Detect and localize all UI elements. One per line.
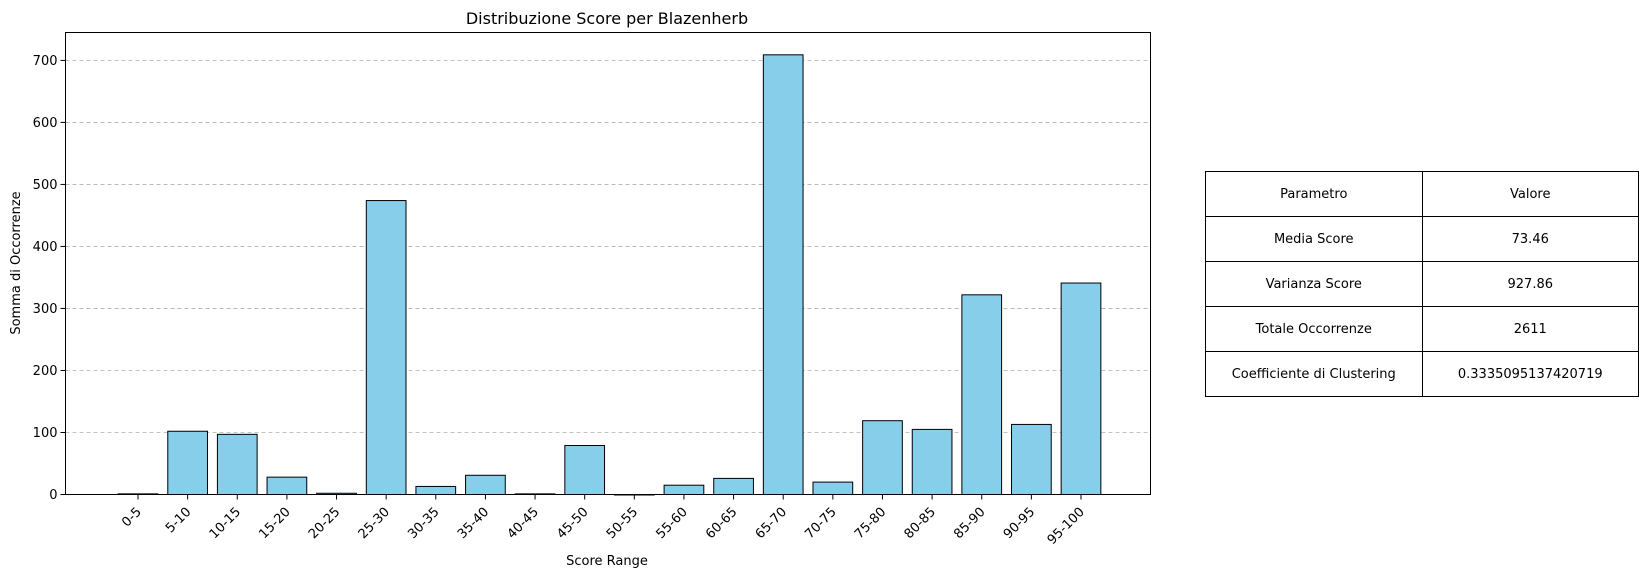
bar-35-40: [465, 474, 506, 496]
x-tick-label: 75-80: [852, 505, 889, 542]
x-axis-label: Score Range: [566, 554, 648, 569]
x-tick-label: 80-85: [902, 505, 939, 542]
bars-group: [117, 54, 1102, 496]
x-axis: 0-5 5-10 10-15 15-20 20-25 25-30 30-35 35-40 40-…: [119, 494, 1088, 548]
table-cell: 73.46: [1421, 216, 1639, 262]
x-tick-label: 55-60: [653, 505, 690, 542]
table-cell: 2611: [1421, 306, 1639, 352]
y-tick-label: 500: [33, 178, 58, 193]
x-tick-label: 90-95: [1001, 505, 1038, 542]
x-tick-label: 50-55: [604, 505, 641, 542]
bar-55-60: [663, 484, 705, 496]
y-tick-label: 300: [33, 302, 58, 317]
table-cell: Varianza Score: [1205, 261, 1423, 307]
x-tick-label: 25-30: [356, 505, 393, 542]
stats-table: Parametro Valore Media Score 73.46 Varia…: [1205, 171, 1639, 397]
bar-25-30: [365, 200, 407, 496]
bar-65-70: [762, 54, 804, 496]
y-tick-label: 700: [33, 54, 58, 69]
y-axis: 0 100 200 300 400 500 600 700: [33, 54, 66, 503]
bar-75-80: [862, 420, 903, 496]
y-tick-label: 400: [33, 240, 58, 255]
y-tick-label: 200: [33, 364, 58, 379]
x-tick-label: 70-75: [802, 505, 839, 542]
bar-85-90: [961, 294, 1003, 495]
table-row: Varianza Score 927.86: [1205, 261, 1639, 307]
bar-5-10: [167, 430, 208, 495]
x-tick-label: 45-50: [554, 505, 591, 542]
bar-90-95: [1011, 423, 1052, 495]
x-tick-label: 65-70: [753, 505, 790, 542]
y-tick-label: 0: [49, 488, 57, 503]
x-tick-label: 60-65: [703, 505, 740, 542]
x-tick-label: 10-15: [207, 505, 244, 542]
x-tick-label: 5-10: [163, 505, 194, 536]
x-tick-label: 15-20: [256, 505, 293, 542]
bar-95-100: [1060, 282, 1102, 496]
x-tick-label: 30-35: [405, 505, 442, 542]
table-cell: 0.3335095137420719: [1421, 351, 1639, 397]
chart-title: Distribuzione Score per Blazenherb: [466, 9, 748, 28]
x-tick-label: 0-5: [119, 505, 145, 531]
table-header-cell: Valore: [1421, 171, 1639, 217]
x-tick-label: 40-45: [505, 505, 542, 542]
bar-10-15: [216, 433, 258, 496]
x-tick-label: 85-90: [951, 505, 988, 542]
y-tick-label: 600: [33, 116, 58, 131]
y-axis-label: Somma di Occorrenze: [9, 191, 24, 334]
table-cell: Totale Occorrenze: [1205, 306, 1423, 352]
bar-70-75: [812, 481, 854, 496]
table-cell: 927.86: [1421, 261, 1639, 307]
table-row: Totale Occorrenze 2611: [1205, 306, 1639, 352]
table-row: Media Score 73.46: [1205, 216, 1639, 262]
plot-frame: [65, 32, 1151, 495]
table-cell: Media Score: [1205, 216, 1423, 262]
bar-chart: Distribuzione Score per Blazenherb 0 100 2…: [9, 9, 1151, 569]
table-row: Coefficiente di Clustering 0.33350951374…: [1205, 351, 1639, 397]
table-header-cell: Parametro: [1205, 171, 1423, 217]
bar-45-50: [564, 445, 606, 496]
bar-80-85: [911, 428, 953, 495]
x-tick-label: 35-40: [455, 505, 492, 542]
table-cell: Coefficiente di Clustering: [1205, 351, 1423, 397]
bar-30-35: [415, 485, 457, 496]
bar-60-65: [713, 477, 754, 495]
y-tick-label: 100: [33, 426, 58, 441]
table-header-row: Parametro Valore: [1205, 171, 1639, 217]
bar-15-20: [266, 476, 308, 495]
x-tick-label: 20-25: [306, 505, 343, 542]
x-tick-label: 95-100: [1045, 505, 1088, 548]
